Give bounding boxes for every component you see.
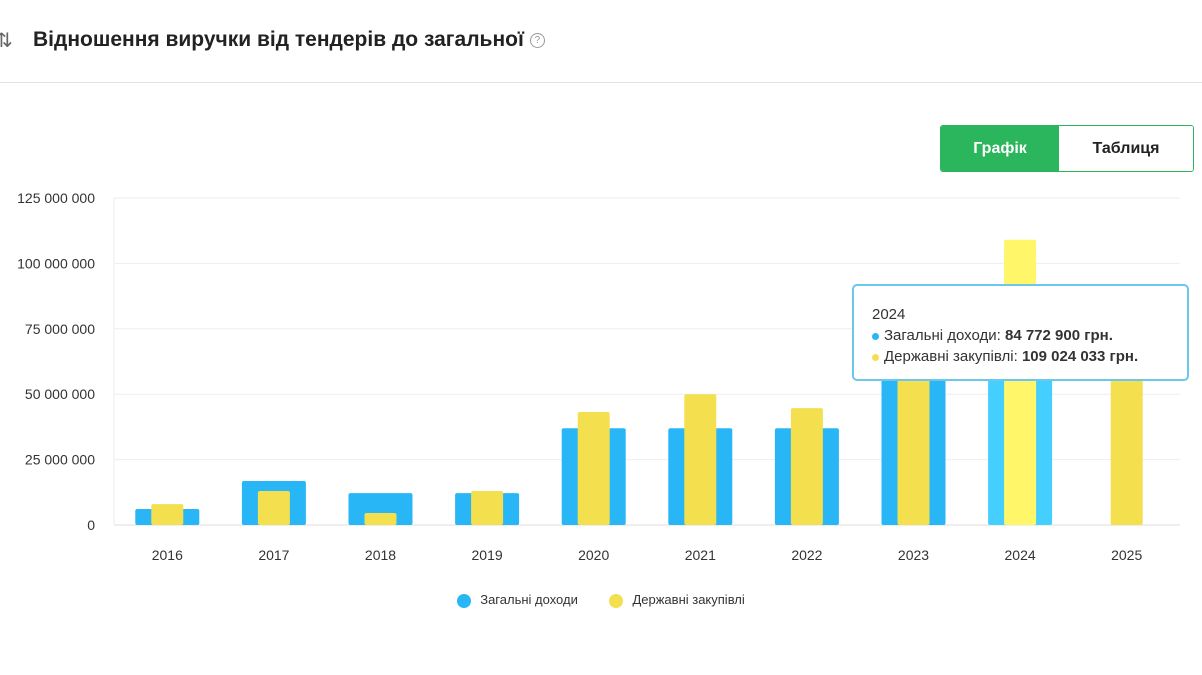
header: ⇅ Відношення виручки від тендерів до заг… (0, 0, 1202, 83)
x-tick-label: 2016 (152, 547, 183, 563)
bar-public-procurement (684, 394, 717, 525)
legend-item-public-procurement[interactable]: Державні закупівлі (609, 592, 745, 608)
blue-dot-icon (457, 593, 472, 608)
y-tick-label: 25 000 000 (25, 452, 95, 468)
tooltip-year: 2024 (872, 306, 906, 323)
chart-view-button[interactable]: Графік (941, 126, 1059, 171)
x-tick-label: 2024 (1005, 547, 1036, 563)
bar-public-procurement (151, 504, 184, 525)
yellow-dot-icon (872, 353, 879, 361)
x-tick-label: 2017 (258, 547, 289, 563)
tooltip-row: Державні закупівлі: 109 024 033 грн. (872, 346, 1187, 367)
blue-dot-icon (872, 332, 879, 340)
bar-public-procurement (471, 490, 504, 525)
page-title: Відношення виручки від тендерів до загал… (33, 28, 545, 52)
bar-public-procurement (364, 512, 397, 525)
x-tick-label: 2020 (578, 547, 609, 563)
bar-public-procurement (897, 354, 930, 525)
bar-public-procurement (257, 490, 290, 525)
table-view-button[interactable]: Таблиця (1059, 126, 1193, 171)
y-tick-label: 100 000 000 (17, 255, 95, 271)
sort-arrows-icon[interactable]: ⇅ (0, 30, 13, 52)
y-tick-label: 125 000 000 (17, 190, 95, 206)
view-toggle: Графік Таблиця (940, 125, 1194, 172)
bar-public-procurement (1110, 368, 1143, 525)
x-tick-label: 2019 (472, 547, 503, 563)
bar-public-procurement (1004, 239, 1037, 525)
x-tick-label: 2021 (685, 547, 716, 563)
x-tick-label: 2025 (1111, 547, 1142, 563)
x-tick-label: 2018 (365, 547, 396, 563)
y-tick-label: 0 (87, 517, 95, 533)
bar-public-procurement (577, 411, 610, 525)
yellow-dot-icon (609, 593, 624, 608)
legend-item-total-income[interactable]: Загальні доходи (457, 592, 578, 608)
x-tick-label: 2023 (898, 547, 929, 563)
x-tick-label: 2022 (791, 547, 822, 563)
y-tick-label: 75 000 000 (25, 321, 95, 337)
chart-tooltip: 2024 Загальні доходи: 84 772 900 грн. Де… (852, 284, 1189, 381)
tooltip-row: Загальні доходи: 84 772 900 грн. (872, 325, 1187, 346)
question-circle-icon[interactable]: ? (529, 32, 545, 48)
bar-public-procurement (790, 408, 823, 525)
y-tick-label: 50 000 000 (25, 386, 95, 402)
chart-legend: Загальні доходи Державні закупівлі (0, 592, 1202, 608)
